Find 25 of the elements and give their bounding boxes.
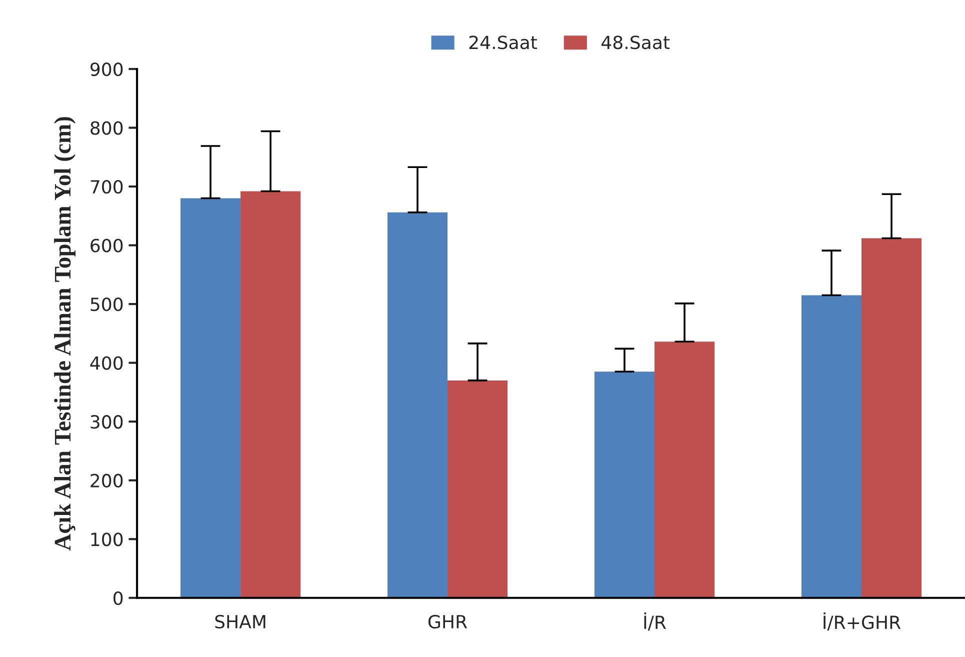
bar bbox=[654, 342, 715, 598]
y-tick-label: 300 bbox=[90, 415, 123, 429]
y-tick-label: 100 bbox=[91, 532, 123, 546]
x-tick-label: GHR bbox=[428, 614, 468, 629]
y-tick-label: 200 bbox=[90, 474, 123, 488]
bar bbox=[180, 198, 241, 598]
y-tick-label: 600 bbox=[90, 238, 123, 252]
y-tick-label: 500 bbox=[90, 298, 123, 312]
legend-label: 48.Saat bbox=[602, 36, 670, 50]
y-tick-label: 700 bbox=[90, 180, 123, 194]
y-axis-title: Açık Alan Testinde Alınan Toplam Yol (cm) bbox=[54, 117, 76, 551]
bar bbox=[801, 295, 862, 598]
bar bbox=[387, 212, 448, 598]
bar bbox=[240, 191, 301, 598]
x-tick-label: İ/R bbox=[644, 612, 666, 631]
y-tick-label: 800 bbox=[90, 121, 123, 135]
y-tick-label: 900 bbox=[90, 62, 123, 76]
x-tick-label: SHAM bbox=[215, 614, 266, 629]
y-tick-label: 400 bbox=[90, 356, 123, 370]
x-tick-label: İ/R+GHR bbox=[824, 612, 901, 631]
bar bbox=[594, 372, 655, 598]
bar bbox=[448, 380, 508, 598]
y-tick-label: 0 bbox=[114, 591, 123, 605]
bar bbox=[862, 238, 922, 598]
legend-label: 24.Saat bbox=[469, 36, 538, 50]
